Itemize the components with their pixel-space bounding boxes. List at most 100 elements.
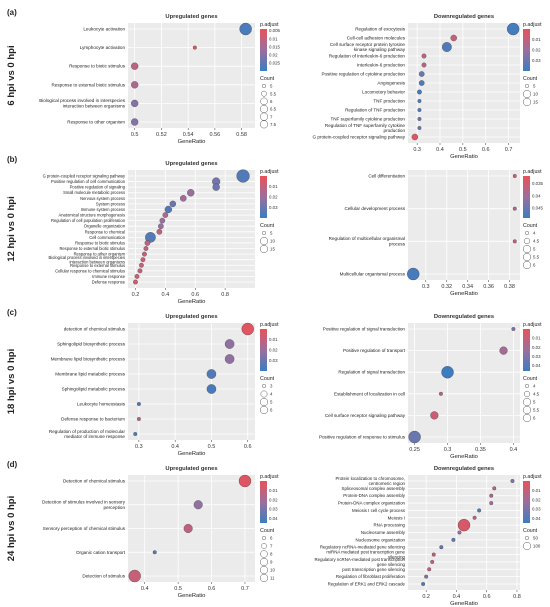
term-label: Cellular response to chemical stimulus bbox=[55, 268, 125, 273]
colorbar-tick-label: 0.04 bbox=[532, 193, 541, 198]
x-tick-label: 0.34 bbox=[462, 284, 473, 290]
x-tick-label: 0.6 bbox=[208, 586, 216, 592]
data-point bbox=[241, 322, 254, 336]
term-label: Defense response to bacterium bbox=[61, 417, 125, 422]
data-point bbox=[427, 567, 432, 572]
x-axis-label: GeneRatio bbox=[450, 154, 478, 160]
chart-title: Upregulated genes bbox=[165, 314, 217, 320]
data-point bbox=[512, 206, 517, 211]
size-legend-label: 7 bbox=[270, 114, 273, 119]
data-point bbox=[193, 500, 203, 510]
data-point bbox=[136, 417, 141, 421]
term-label: Small molecule metabolic process bbox=[63, 190, 125, 195]
colorbar-tick-label: 0.01 bbox=[532, 488, 541, 493]
size-legend-circle bbox=[261, 543, 267, 549]
row-label: 12 hpi vs 0 hpi bbox=[6, 196, 17, 261]
term-label: Cell differentiation bbox=[368, 174, 405, 179]
data-point bbox=[131, 99, 139, 108]
data-point bbox=[421, 53, 427, 59]
term-label: Organelle organization bbox=[84, 224, 126, 229]
size-legend-circle bbox=[262, 230, 267, 235]
color-legend-title: p.adjust bbox=[260, 169, 279, 175]
chart-panel-3: Cell differentiation Cellular development… bbox=[329, 169, 544, 297]
term-label: TNF production bbox=[373, 99, 405, 104]
data-point bbox=[180, 195, 187, 202]
row-label: 6 hpi vs 0 hpi bbox=[6, 45, 17, 105]
data-point bbox=[506, 22, 520, 36]
term-label: Meiosis I cell cycle process bbox=[352, 508, 406, 513]
colorbar-tick-label: 0.01 bbox=[269, 488, 278, 493]
data-point bbox=[159, 217, 166, 224]
data-point bbox=[162, 212, 169, 218]
term-label: Nucleosome organization bbox=[355, 537, 405, 542]
data-point bbox=[439, 545, 444, 550]
term-label: Locomotory behavior bbox=[362, 90, 405, 95]
term-label: Lymphocyte activation bbox=[80, 45, 126, 50]
x-tick-label: 0.4 bbox=[141, 586, 149, 592]
size-legend-label: 11 bbox=[270, 576, 275, 581]
x-axis-label: GeneRatio bbox=[450, 601, 478, 607]
term-label: Membrane lipid biosynthetic process bbox=[51, 357, 126, 362]
data-point bbox=[417, 117, 422, 121]
data-point bbox=[431, 552, 436, 557]
size-legend-circle bbox=[261, 90, 267, 97]
colorbar bbox=[523, 176, 530, 218]
colorbar-tick-label: 0.02 bbox=[532, 48, 541, 53]
size-legend-circle bbox=[260, 390, 268, 398]
chart-title: Upregulated genes bbox=[165, 466, 217, 472]
data-point bbox=[133, 279, 138, 285]
size-legend-label: 50 bbox=[533, 536, 538, 541]
data-point bbox=[472, 515, 477, 520]
data-point bbox=[408, 430, 421, 444]
data-point bbox=[238, 474, 252, 488]
colorbar-tick-label: 0.02 bbox=[269, 195, 278, 200]
data-point bbox=[441, 42, 452, 52]
data-point bbox=[477, 508, 482, 513]
colorbar-tick-label: 0.015 bbox=[269, 44, 281, 49]
colorbar-tick-label: 0.01 bbox=[269, 184, 278, 189]
chart-panel-6: (d) 24 hpi vs 0 hpi Upregulated genes Detec… bbox=[6, 460, 279, 599]
data-point bbox=[421, 62, 427, 68]
data-point bbox=[145, 232, 156, 243]
term-label: Response to other organism bbox=[74, 252, 126, 257]
colorbar-tick-label: 0.02 bbox=[269, 52, 278, 57]
term-label: Angiogenesis bbox=[377, 81, 405, 86]
term-label: Organic cation transport bbox=[76, 550, 126, 555]
x-tick-label: 0.35 bbox=[475, 447, 486, 453]
size-legend-label: 6 bbox=[270, 99, 273, 104]
term-label: Regulation of multicellular organismal pr… bbox=[329, 236, 406, 246]
colorbar-tick-label: 0.03 bbox=[532, 507, 541, 512]
term-label: post transcription gene silencing bbox=[342, 567, 405, 572]
data-point bbox=[511, 327, 516, 331]
size-legend-label: 6 bbox=[270, 536, 273, 541]
size-legend-label: 6 bbox=[533, 416, 536, 421]
size-legend-label: 5 bbox=[533, 400, 536, 405]
data-point bbox=[492, 486, 497, 491]
data-point bbox=[424, 574, 429, 579]
size-legend-label: 5 bbox=[270, 231, 273, 236]
term-label: Positive regulation of cytokine producti… bbox=[321, 72, 405, 77]
size-legend-circle bbox=[523, 398, 532, 407]
term-label: Regulation of production of molecular med… bbox=[49, 429, 126, 439]
data-point bbox=[158, 223, 164, 230]
size-legend-circle bbox=[260, 104, 269, 113]
data-point bbox=[441, 366, 454, 379]
size-legend-label: 10 bbox=[270, 239, 275, 244]
x-tick-label: 0.4 bbox=[510, 447, 518, 453]
term-label: Cell-cell adhesion molecules bbox=[347, 36, 406, 41]
term-label: Response to external stimulus bbox=[70, 263, 125, 268]
term-label: Anatomical structure morphogenesis bbox=[59, 213, 125, 218]
term-label: Positive regulation of transport bbox=[343, 348, 406, 353]
color-legend-title: p.adjust bbox=[523, 322, 542, 328]
term-label: G protein-coupled receptor signaling pat… bbox=[43, 174, 126, 179]
size-legend-label: 8 bbox=[270, 552, 273, 557]
size-legend-title: Count bbox=[260, 528, 275, 534]
x-tick-label: 0.7 bbox=[241, 586, 249, 592]
term-label: Regulation of interleukin-6 production bbox=[329, 54, 406, 59]
size-legend-label: 6.5 bbox=[270, 107, 277, 112]
panel-label: (c) bbox=[7, 308, 17, 317]
data-point bbox=[421, 582, 426, 586]
term-label: Response to external biotic stimulus bbox=[59, 246, 125, 251]
data-point bbox=[164, 205, 172, 214]
data-point bbox=[187, 189, 195, 197]
